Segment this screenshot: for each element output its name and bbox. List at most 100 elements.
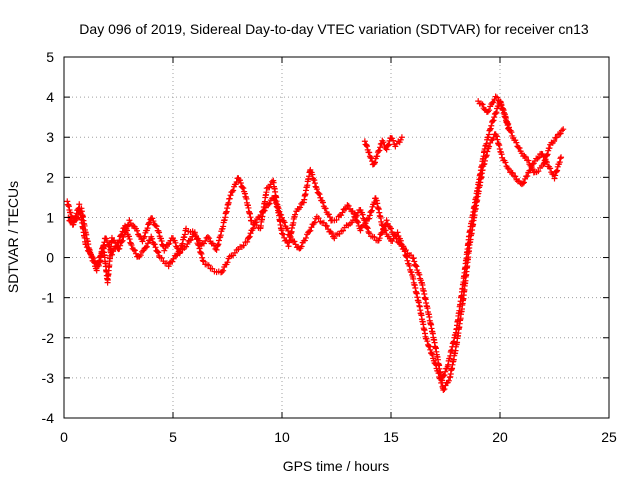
data-point (224, 259, 231, 266)
y-tick-label: 0 (46, 250, 54, 266)
data-point (306, 228, 313, 235)
data-point (513, 139, 520, 146)
data-point (364, 225, 371, 232)
data-point (248, 217, 255, 224)
x-tick-label: 0 (60, 429, 68, 445)
data-point (383, 217, 390, 224)
data-point (229, 188, 236, 195)
data-point (327, 228, 334, 235)
data-point (413, 263, 420, 270)
data-point (376, 235, 383, 242)
data-point (558, 154, 565, 161)
data-point (188, 236, 195, 243)
data-point (516, 145, 523, 152)
data-point (384, 220, 391, 227)
data-point (404, 257, 411, 264)
data-point (383, 146, 390, 153)
data-point (546, 145, 553, 152)
data-point (227, 192, 234, 199)
data-point (442, 368, 449, 375)
data-point (244, 238, 251, 245)
data-point (390, 137, 397, 144)
data-point (551, 175, 558, 182)
data-point (428, 350, 435, 357)
data-point (500, 107, 507, 114)
data-point (162, 245, 169, 252)
data-point (126, 217, 133, 224)
data-point (524, 173, 531, 180)
data-point (479, 101, 486, 108)
data-point (153, 223, 160, 230)
data-point (152, 244, 159, 251)
data-point (113, 243, 120, 250)
data-point (72, 214, 79, 221)
data-point (366, 230, 373, 237)
data-point (122, 222, 129, 229)
y-tick-label: 1 (46, 209, 54, 225)
data-point (151, 241, 158, 248)
data-point (204, 234, 211, 241)
data-point (440, 387, 447, 394)
data-point (274, 204, 281, 211)
data-point (83, 244, 90, 251)
data-point (108, 234, 115, 241)
data-point (319, 199, 326, 206)
data-point (166, 240, 173, 247)
data-point (331, 235, 338, 242)
data-point (323, 222, 330, 229)
data-point (230, 187, 237, 194)
data-point (345, 202, 352, 209)
data-point (518, 150, 525, 157)
data-point (141, 233, 148, 240)
data-point (379, 229, 386, 236)
data-point (119, 228, 126, 235)
data-point (276, 208, 283, 215)
data-point (366, 215, 373, 222)
data-point (130, 246, 137, 253)
data-point (198, 250, 205, 257)
chart-title: Day 096 of 2019, Sidereal Day-to-day VTE… (79, 21, 589, 37)
data-point (261, 207, 268, 214)
data-point (499, 105, 506, 112)
data-point (199, 254, 206, 261)
data-point (150, 218, 157, 225)
data-point (149, 235, 156, 242)
y-tick-label: -2 (42, 330, 55, 346)
data-point (247, 230, 254, 237)
data-point (161, 247, 168, 254)
data-point (539, 151, 546, 158)
data-point (311, 219, 318, 226)
data-point (197, 249, 204, 256)
data-point (388, 225, 394, 232)
data-point (174, 245, 181, 252)
data-point (365, 228, 372, 235)
data-point (272, 200, 279, 207)
data-point (551, 138, 558, 145)
data-point (205, 262, 212, 269)
data-point (520, 179, 527, 186)
series-2 (65, 131, 565, 394)
data-point (416, 271, 423, 278)
data-point (169, 258, 176, 265)
data-point (490, 117, 497, 124)
data-point (553, 134, 560, 141)
data-point (206, 235, 213, 242)
data-point (124, 227, 131, 234)
data-point (89, 254, 96, 261)
data-point (278, 211, 285, 218)
data-point (359, 211, 366, 218)
data-point (426, 343, 433, 350)
data-point (139, 248, 146, 255)
data-point (385, 142, 392, 149)
data-point (108, 251, 115, 258)
data-point (441, 372, 448, 379)
data-point (410, 255, 417, 262)
data-point (402, 247, 409, 254)
data-point (309, 171, 316, 178)
data-point (291, 238, 298, 245)
data-point (485, 108, 492, 115)
data-point (240, 242, 247, 249)
data-point (558, 127, 565, 134)
data-point (272, 197, 279, 204)
data-point (344, 202, 351, 209)
